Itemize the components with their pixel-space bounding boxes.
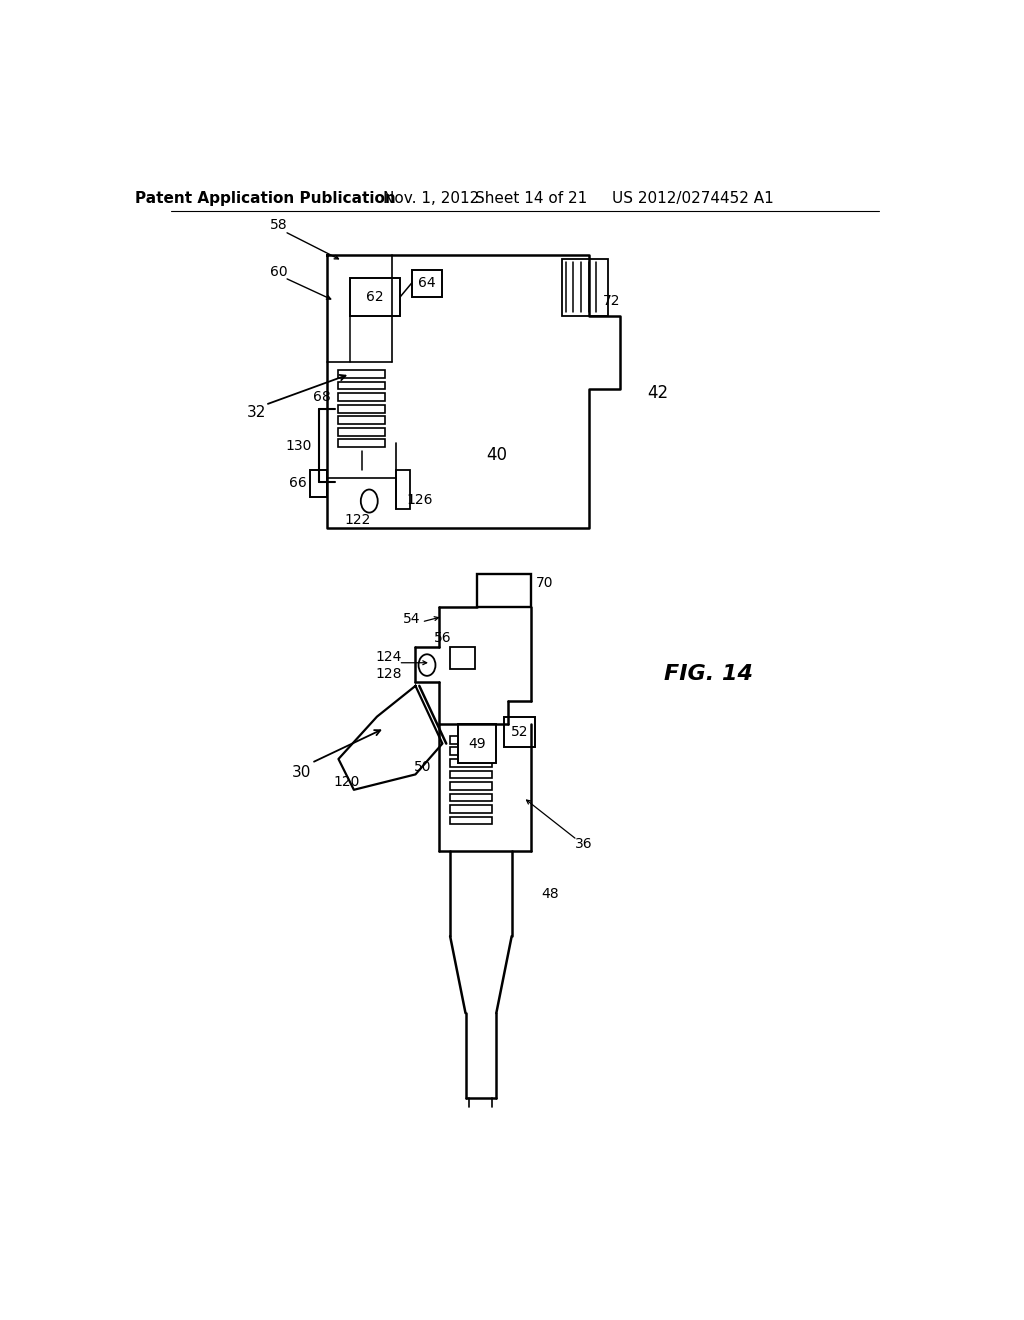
Text: 48: 48 [542, 887, 559, 900]
Text: 66: 66 [289, 477, 306, 490]
Bar [339, 405, 385, 413]
Text: FIG. 14: FIG. 14 [664, 664, 753, 684]
Text: 56: 56 [433, 631, 452, 645]
Text: 40: 40 [485, 446, 507, 463]
Bar [310, 470, 327, 498]
Bar [458, 725, 497, 763]
Bar [451, 747, 493, 755]
Text: Sheet 14 of 21: Sheet 14 of 21 [475, 191, 587, 206]
Text: 50: 50 [415, 760, 432, 774]
Text: 36: 36 [574, 837, 592, 850]
Text: US 2012/0274452 A1: US 2012/0274452 A1 [611, 191, 773, 206]
Text: 124: 124 [376, 651, 401, 664]
Bar [451, 817, 493, 825]
Text: 130: 130 [285, 438, 311, 453]
Text: 32: 32 [247, 405, 266, 420]
Text: 60: 60 [269, 264, 287, 279]
Text: 126: 126 [407, 492, 432, 507]
Text: 64: 64 [418, 276, 436, 290]
Ellipse shape [360, 490, 378, 512]
Bar [451, 647, 475, 669]
Bar [396, 470, 410, 508]
Bar [451, 805, 493, 813]
Bar [451, 759, 493, 767]
Text: 120: 120 [333, 775, 359, 789]
Text: 54: 54 [402, 612, 421, 626]
Text: 128: 128 [375, 668, 401, 681]
Text: 58: 58 [270, 218, 288, 232]
Text: 52: 52 [511, 725, 528, 739]
Text: 30: 30 [292, 766, 311, 780]
Text: 62: 62 [366, 290, 383, 304]
Bar [339, 370, 385, 378]
Bar [350, 277, 400, 317]
Bar [451, 793, 493, 801]
Text: 42: 42 [647, 384, 669, 403]
Text: 49: 49 [468, 737, 485, 751]
Bar [562, 259, 608, 317]
Text: Patent Application Publication: Patent Application Publication [135, 191, 395, 206]
Ellipse shape [419, 655, 435, 676]
Text: Nov. 1, 2012: Nov. 1, 2012 [383, 191, 479, 206]
Bar [339, 428, 385, 436]
Text: 70: 70 [537, 577, 554, 590]
Text: 72: 72 [603, 294, 621, 308]
Text: 68: 68 [313, 391, 331, 404]
Bar [451, 771, 493, 779]
Bar [339, 440, 385, 447]
Bar [339, 393, 385, 401]
Bar [339, 381, 385, 389]
Bar [451, 737, 493, 743]
Bar [477, 574, 531, 607]
Bar [504, 717, 535, 747]
Text: 122: 122 [344, 513, 371, 527]
Bar [339, 416, 385, 424]
Bar [451, 781, 493, 789]
Bar [412, 271, 442, 297]
